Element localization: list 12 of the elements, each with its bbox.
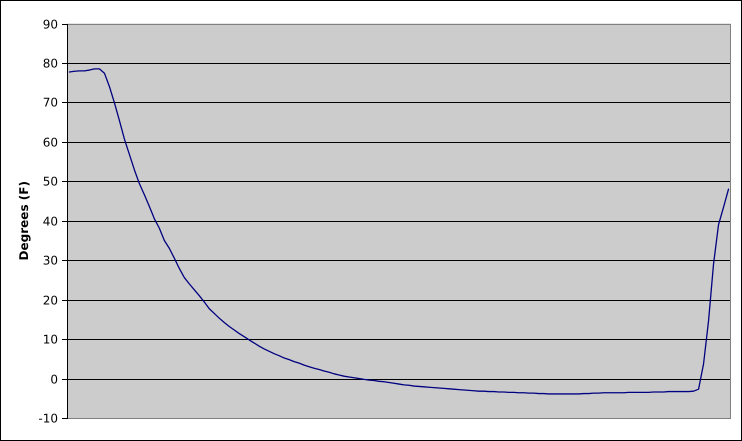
- y-axis-title: Degrees (F): [17, 181, 32, 260]
- y-tick-label: 0: [50, 372, 58, 387]
- y-tick-label: 50: [42, 174, 58, 189]
- y-tick-label: 30: [42, 254, 58, 268]
- y-tick-label: 70: [42, 96, 58, 110]
- y-tick-label: 90: [42, 18, 58, 32]
- y-tick-label: -10: [38, 412, 58, 426]
- y-tick-label: 80: [42, 56, 58, 71]
- y-tick-label: 40: [42, 214, 58, 229]
- y-tick-label: 20: [42, 294, 58, 308]
- y-tick-label: 60: [42, 136, 58, 150]
- y-tick-label: 10: [42, 332, 58, 347]
